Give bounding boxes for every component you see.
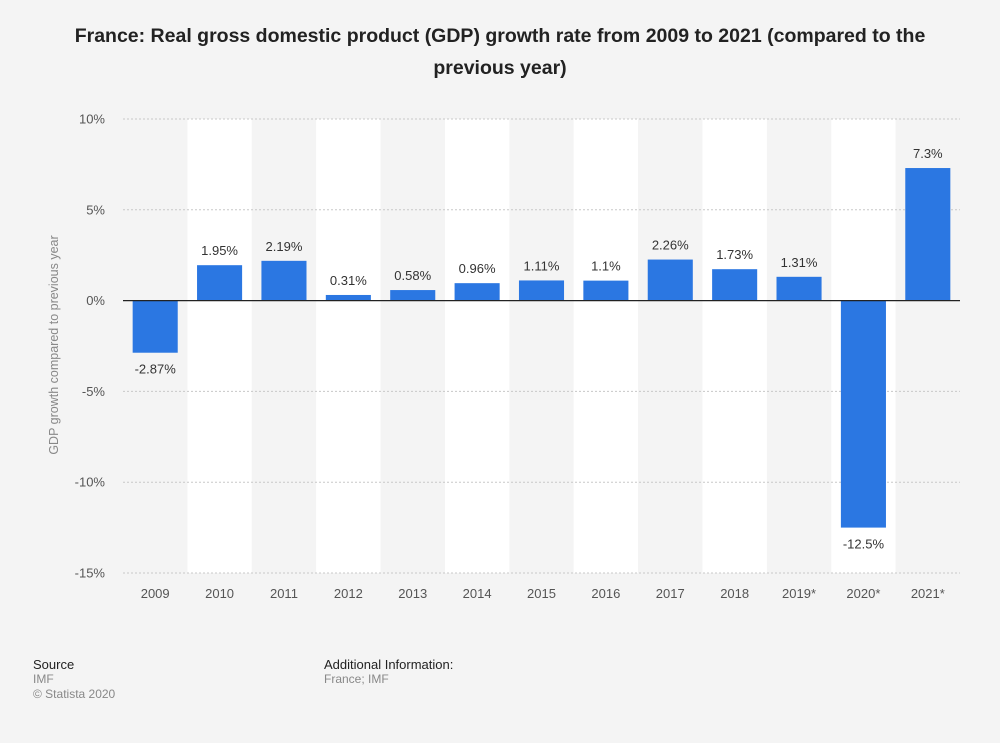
- value-label: -2.87%: [135, 362, 177, 377]
- source-line: IMF: [33, 672, 54, 686]
- y-axis-ticks: 10% 5% 0% -5% -10% -15%: [75, 112, 106, 581]
- y-tick-label: -10%: [75, 475, 106, 490]
- x-tick-label: 2015: [527, 586, 556, 601]
- bar: [583, 280, 629, 301]
- bar: [776, 276, 822, 301]
- x-axis-ticks: 2009 2010 2011 2012 2013 2014 2015 2016 2017 2018…: [141, 586, 945, 601]
- value-label: 2.19%: [266, 239, 303, 254]
- bar: [840, 300, 886, 528]
- value-label: 0.31%: [330, 273, 367, 288]
- copyright-line: © Statista 2020: [33, 687, 116, 701]
- value-label: 1.11%: [524, 258, 560, 273]
- band: [573, 119, 639, 573]
- bar: [325, 294, 371, 301]
- band: [444, 119, 510, 573]
- bar: [647, 259, 693, 301]
- y-tick-label: -15%: [75, 566, 106, 581]
- value-label: 2.26%: [652, 238, 689, 253]
- y-tick-label: 10%: [79, 112, 105, 127]
- value-label: 7.3%: [913, 146, 943, 161]
- alternating-bands: [187, 119, 896, 573]
- bar: [132, 300, 178, 353]
- x-tick-label: 2016: [591, 586, 620, 601]
- bar: [518, 280, 565, 301]
- y-tick-label: -5%: [82, 384, 106, 399]
- y-tick-label: 0%: [86, 293, 105, 308]
- x-tick-label: 2013: [398, 586, 427, 601]
- value-label: 0.58%: [394, 268, 431, 283]
- x-tick-label: 2018: [720, 586, 749, 601]
- y-axis-label: GDP growth compared to previous year: [47, 235, 61, 455]
- bar: [261, 260, 307, 301]
- gridlines: [123, 118, 960, 574]
- value-label: 1.31%: [781, 255, 818, 270]
- value-label: 0.96%: [459, 261, 496, 276]
- bar: [454, 283, 500, 301]
- value-labels: -2.87% 1.95% 2.19% 0.31% 0.58% 0.96% 1.11% 1.1%…: [135, 146, 943, 552]
- additional-info-heading: Additional Information:: [324, 657, 454, 672]
- source-block: Source IMF © Statista 2020: [33, 657, 115, 702]
- value-label: 1.95%: [201, 243, 238, 258]
- bars: [132, 168, 951, 528]
- chart-title: France: Real gross domestic product (GDP…: [74, 25, 926, 79]
- x-tick-label: 2014: [463, 586, 492, 601]
- bar: [390, 290, 436, 301]
- bar: [905, 168, 951, 301]
- source-heading: Source: [33, 657, 75, 672]
- x-tick-label: 2017: [656, 586, 685, 601]
- x-tick-label: 2019*: [782, 586, 816, 601]
- x-tick-label: 2010: [205, 586, 234, 601]
- band: [702, 119, 767, 573]
- band: [316, 119, 381, 573]
- x-tick-label: 2020*: [846, 586, 880, 601]
- x-tick-label: 2012: [334, 586, 363, 601]
- bar: [197, 265, 243, 301]
- bar: [712, 269, 758, 301]
- value-label: -12.5%: [843, 537, 885, 552]
- value-label: 1.73%: [716, 247, 753, 262]
- x-tick-label: 2011: [270, 586, 298, 601]
- band: [187, 119, 252, 573]
- x-tick-label: 2021*: [911, 586, 945, 601]
- x-tick-label: 2009: [141, 586, 170, 601]
- additional-info-block: Additional Information: France; IMF: [324, 657, 453, 687]
- additional-info-line: France; IMF: [324, 672, 389, 686]
- value-label: 1.1%: [591, 259, 621, 274]
- y-tick-label: 5%: [86, 202, 105, 217]
